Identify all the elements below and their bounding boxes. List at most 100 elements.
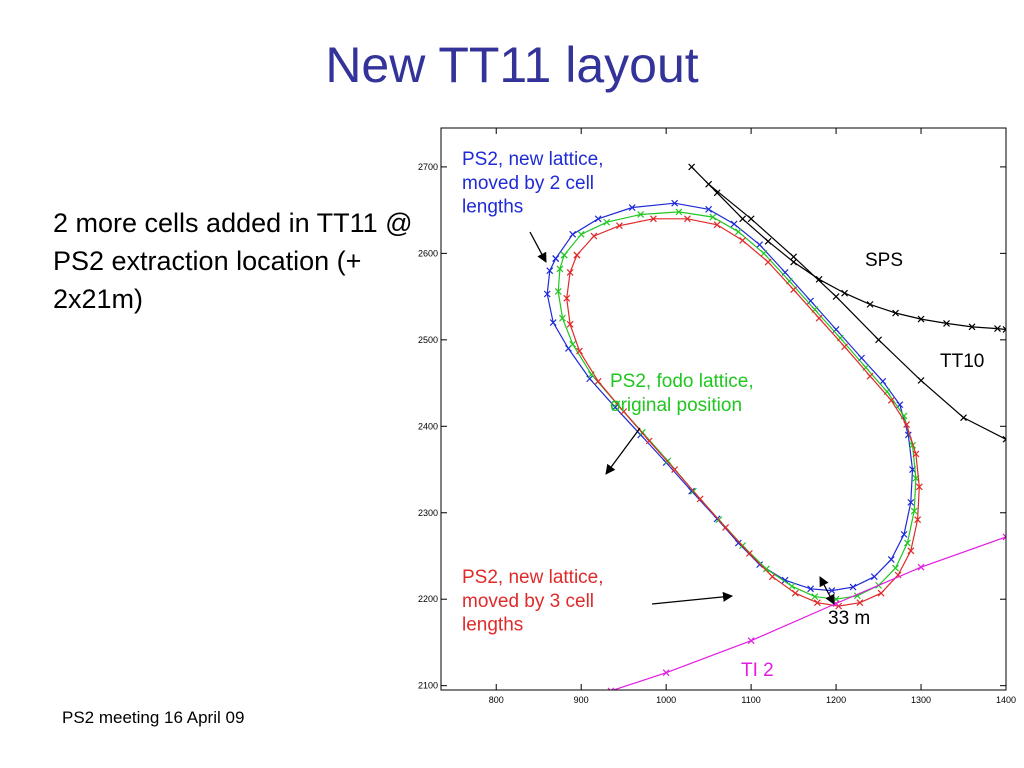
series-ti2-point	[747, 637, 755, 645]
x-tick: 1300	[911, 128, 931, 705]
series-tt10-line	[708, 183, 1006, 440]
series-green-point	[904, 539, 911, 547]
y-tick: 2300	[418, 508, 1006, 518]
annotation-tt10: TT10	[940, 351, 984, 372]
series-blue-point	[849, 583, 857, 591]
series-sps-point	[688, 163, 696, 171]
series-blue-point	[671, 199, 679, 207]
annotation-blue: PS2, new lattice, moved by 2 cell lengths	[462, 149, 604, 263]
series-tt10-point	[790, 253, 798, 261]
series-red-point	[768, 573, 776, 581]
series-red-point	[791, 589, 799, 597]
series-green-point	[554, 287, 562, 295]
series-blue-point	[543, 290, 551, 298]
series-blue-point	[611, 403, 619, 411]
annotation-ti2: TI 2	[741, 660, 774, 681]
x-tick-label: 1100	[741, 695, 760, 705]
series-green-point	[788, 582, 796, 590]
series-blue-point	[705, 205, 713, 213]
series-tt10-point	[705, 180, 713, 188]
series-red-point	[745, 549, 753, 557]
series-red-point	[576, 347, 583, 355]
series-red-point	[866, 372, 874, 380]
series-green-point	[577, 230, 585, 238]
series-sps	[688, 163, 1006, 333]
x-tick: 800	[489, 128, 504, 705]
x-tick: 1000	[656, 128, 676, 705]
series-green-point	[709, 213, 717, 221]
y-tick-label: 2600	[418, 248, 438, 258]
y-tick: 2700	[418, 162, 1006, 172]
series-red-point	[887, 396, 895, 404]
series-ti2-point	[917, 563, 925, 571]
series-green-point	[603, 218, 611, 226]
series-blue-point	[594, 215, 602, 223]
annotation-red-text: lengths	[462, 615, 523, 636]
distance-arrow	[819, 576, 835, 605]
x-tick-label: 800	[489, 695, 504, 705]
series-sps-point	[1002, 326, 1006, 333]
series-red-point	[620, 408, 628, 416]
annotation-blue-arrow	[529, 231, 547, 263]
annotation-sps-text: SPS	[865, 250, 903, 271]
series-red-point	[573, 251, 581, 259]
plot-frame	[440, 127, 1007, 691]
annotation-layer: PS2, new lattice,moved by 2 celllengthsP…	[462, 149, 984, 681]
series-sps-point	[713, 189, 721, 197]
annotation-dist: 33 m	[819, 576, 870, 629]
series-green-point	[569, 340, 577, 348]
series-ti2-point	[607, 687, 615, 690]
series-sps-point	[968, 323, 976, 331]
series-red-point	[764, 258, 772, 266]
series-red-point	[566, 268, 574, 276]
annotation-blue-text: PS2, new lattice,	[462, 149, 604, 170]
series-green-point	[760, 249, 768, 257]
annotation-tt10-text: TT10	[940, 351, 984, 372]
series-green-point	[910, 507, 918, 515]
series-sps-point	[866, 300, 874, 308]
footer-text: PS2 meeting 16 April 09	[62, 708, 245, 727]
x-tick-label: 1200	[826, 695, 846, 705]
series-sps-point	[739, 215, 747, 223]
series-red-point	[813, 599, 821, 607]
series-blue-point	[887, 556, 895, 563]
series-blue-point	[907, 498, 915, 506]
series-red-point	[894, 571, 902, 579]
series-blue-point	[756, 241, 764, 249]
x-tick-label: 900	[574, 695, 589, 705]
series-green-point	[556, 265, 564, 273]
series-tt10-point	[875, 336, 882, 344]
series-blue-point	[734, 539, 742, 547]
series-green-point	[734, 228, 742, 236]
series-blue-point	[552, 255, 560, 262]
series-blue-point	[586, 375, 594, 383]
series-green-point	[637, 211, 645, 218]
series-sps-point	[943, 319, 950, 327]
series-tt10	[705, 180, 1006, 443]
series-ti2-line	[611, 536, 1006, 690]
series-blue-point	[781, 576, 789, 584]
annotation-sps: SPS	[865, 250, 903, 271]
x-tick: 1200	[826, 128, 846, 705]
y-tick: 2500	[418, 335, 1006, 345]
series-sps-point	[994, 325, 1001, 333]
x-tick-label: 1300	[911, 695, 931, 705]
bullet-text: 2 more cells added in TT11 @ PS2 extract…	[53, 208, 413, 314]
series-ti2	[607, 533, 1006, 690]
y-tick-label: 2500	[418, 335, 438, 345]
annotation-ti2-text: TI 2	[741, 660, 774, 681]
series-red-point	[877, 589, 885, 597]
annotation-red-text: moved by 3 cell	[462, 591, 594, 612]
series-sps-point	[790, 258, 798, 266]
annotation-dist-text: 33 m	[828, 608, 870, 629]
annotation-green-arrow	[605, 427, 641, 475]
series-blue-point	[628, 204, 636, 211]
y-tick: 2100	[418, 681, 1006, 691]
series-red-point	[790, 286, 798, 294]
series-tt10-point	[832, 293, 840, 301]
series-red-point	[649, 215, 657, 223]
series-blue-point	[569, 230, 577, 238]
series-red	[563, 215, 923, 610]
series-blue-point	[688, 487, 696, 495]
annotation-red-text: PS2, new lattice,	[462, 567, 604, 588]
